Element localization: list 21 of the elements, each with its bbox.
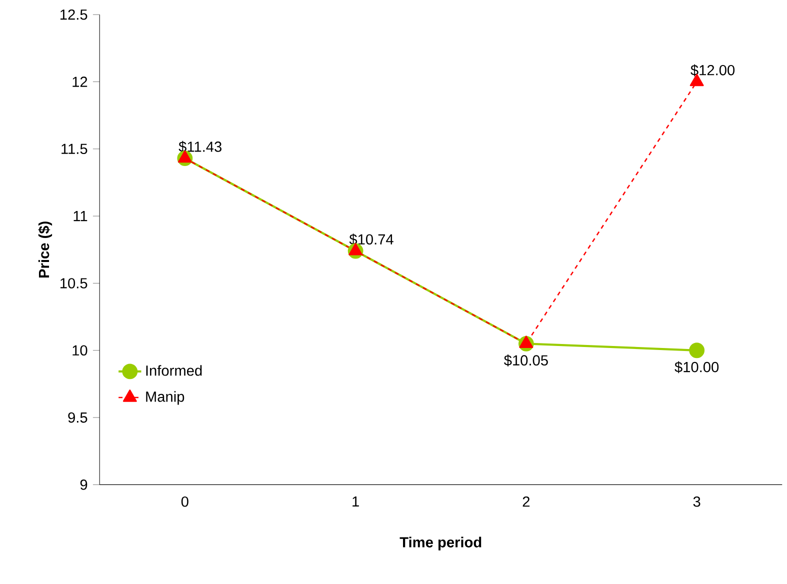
y-axis-title: Price ($) [38,221,52,278]
legend-label: Informed [146,364,202,376]
y-tick-label: 10.5 [60,278,88,288]
x-tick-label: 2 [522,496,530,507]
y-tick-label: 12 [72,76,88,87]
data-label: $10.00 [674,361,719,373]
y-tick-label: 9 [80,479,88,490]
x-tick-label: 1 [352,496,359,506]
y-tick-label: 10 [72,345,88,356]
x-axis-title: Time period [400,536,482,550]
x-tick-label: 3 [693,496,700,507]
y-tick-label: 11.5 [62,144,88,154]
legend-label: Manip [146,390,184,405]
data-label: $11.43 [178,140,222,153]
y-tick-label: 9.5 [68,412,88,423]
data-label: $10.05 [504,354,548,366]
x-tick-label: 0 [181,496,188,507]
y-tick-label: 11 [74,210,88,221]
data-label: $10.74 [349,233,394,246]
y-tick-label: 12.5 [60,9,88,20]
data-label: $12.00 [690,64,735,76]
